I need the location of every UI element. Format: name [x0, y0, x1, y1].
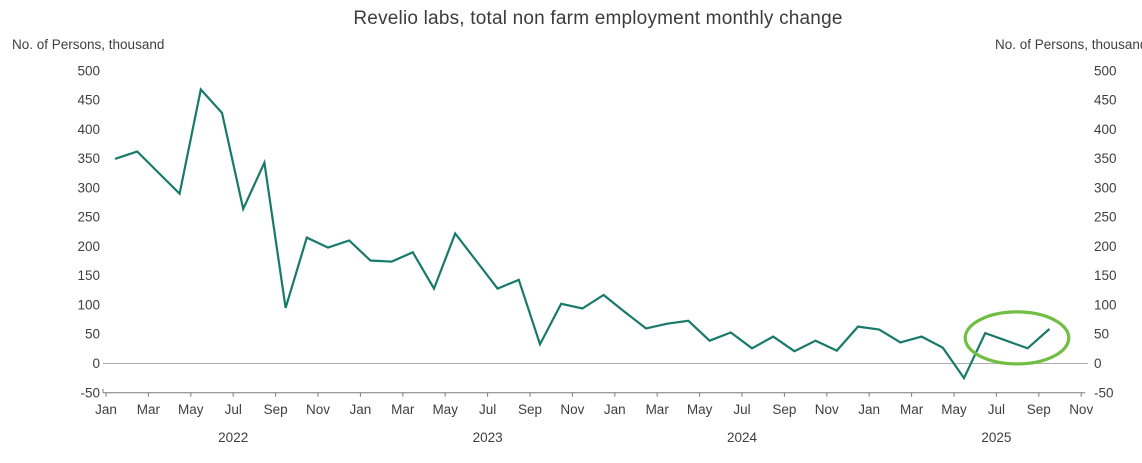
svg-text:Mar: Mar — [391, 402, 415, 417]
svg-text:Mar: Mar — [646, 402, 670, 417]
svg-text:Sep: Sep — [264, 402, 288, 417]
svg-text:Jan: Jan — [858, 402, 880, 417]
svg-text:350: 350 — [1094, 151, 1117, 166]
svg-text:2024: 2024 — [727, 430, 758, 445]
svg-text:Sep: Sep — [1027, 402, 1051, 417]
svg-text:350: 350 — [77, 151, 100, 166]
chart-title: Revelio labs, total non farm employment … — [353, 8, 843, 29]
svg-text:50: 50 — [85, 327, 100, 342]
svg-text:100: 100 — [1094, 297, 1117, 312]
x-axis — [102, 388, 1086, 397]
y-axis-label-right: No. of Persons, thousand — [995, 37, 1142, 52]
svg-text:2022: 2022 — [218, 430, 248, 445]
svg-text:Jul: Jul — [733, 402, 750, 417]
y-axis-label-left: No. of Persons, thousand — [12, 37, 165, 52]
svg-text:May: May — [941, 402, 967, 417]
x-axis-month-labels: Jan Mar May Jul Sep Nov Jan Mar May Jul Sep Nov Jan M… — [95, 402, 1093, 417]
x-axis-year-labels: 2022 2023 2024 2025 — [218, 430, 1011, 445]
svg-text:Nov: Nov — [1069, 402, 1093, 417]
svg-text:May: May — [687, 402, 713, 417]
svg-text:100: 100 — [77, 297, 100, 312]
employment-line — [114, 87, 1050, 381]
svg-text:Jan: Jan — [604, 402, 626, 417]
svg-text:May: May — [178, 402, 204, 417]
svg-text:150: 150 — [1094, 268, 1117, 283]
svg-text:Nov: Nov — [306, 402, 330, 417]
svg-text:Jul: Jul — [988, 402, 1005, 417]
svg-text:400: 400 — [77, 122, 100, 137]
svg-text:Sep: Sep — [772, 402, 796, 417]
svg-text:Mar: Mar — [900, 402, 924, 417]
svg-text:Jan: Jan — [95, 402, 117, 417]
svg-text:450: 450 — [77, 93, 100, 108]
svg-text:Jul: Jul — [225, 402, 242, 417]
svg-text:2025: 2025 — [981, 430, 1011, 445]
svg-text:-50: -50 — [80, 385, 100, 400]
svg-text:250: 250 — [77, 210, 100, 225]
svg-text:Nov: Nov — [560, 402, 584, 417]
svg-text:Nov: Nov — [815, 402, 839, 417]
svg-text:-50: -50 — [1094, 385, 1114, 400]
svg-text:Jan: Jan — [350, 402, 372, 417]
svg-text:150: 150 — [77, 268, 100, 283]
svg-text:0: 0 — [92, 356, 100, 371]
svg-text:500: 500 — [77, 63, 100, 78]
highlight-ellipse — [963, 310, 1071, 366]
svg-text:400: 400 — [1094, 122, 1117, 137]
svg-text:0: 0 — [1094, 356, 1102, 371]
svg-text:200: 200 — [77, 239, 100, 254]
svg-text:2023: 2023 — [473, 430, 503, 445]
svg-text:500: 500 — [1094, 63, 1117, 78]
svg-text:May: May — [432, 402, 458, 417]
svg-text:450: 450 — [1094, 93, 1117, 108]
svg-text:Mar: Mar — [137, 402, 161, 417]
svg-text:50: 50 — [1094, 327, 1109, 342]
svg-text:Jul: Jul — [479, 402, 496, 417]
svg-text:250: 250 — [1094, 210, 1117, 225]
svg-text:300: 300 — [77, 180, 100, 195]
svg-text:300: 300 — [1094, 180, 1117, 195]
svg-text:Sep: Sep — [518, 402, 542, 417]
svg-text:200: 200 — [1094, 239, 1117, 254]
